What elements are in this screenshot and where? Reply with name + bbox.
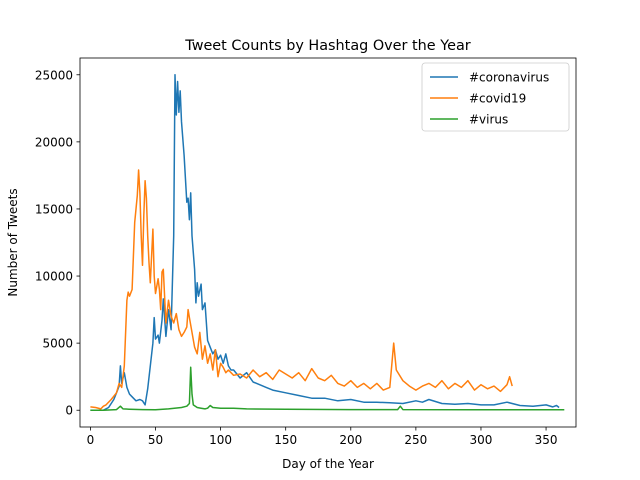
legend: #coronavirus #covid19 #virus <box>421 62 570 132</box>
y-tick-label-1: 5000 <box>42 337 73 351</box>
y-tick-label-4: 20000 <box>35 135 73 149</box>
series-line-1 <box>90 169 513 410</box>
y-tick-label-5: 25000 <box>35 68 73 82</box>
legend-label-1: #covid19 <box>469 92 526 106</box>
chart-title: Tweet Counts by Hashtag Over the Year <box>184 38 470 54</box>
x-axis-ticks: 0 50 100 150 200 250 300 350 <box>87 427 558 447</box>
legend-box <box>421 62 570 132</box>
x-axis-label: Day of the Year <box>282 457 374 471</box>
x-tick-label-6: 300 <box>470 433 493 447</box>
x-tick-label-5: 250 <box>404 433 427 447</box>
x-tick-label-2: 100 <box>209 433 232 447</box>
series-line-0 <box>90 74 560 411</box>
plot-lines <box>90 74 565 411</box>
series-line-2 <box>90 366 565 411</box>
y-tick-label-3: 15000 <box>35 202 73 216</box>
y-axis-label: Number of Tweets <box>6 188 20 296</box>
x-tick-label-4: 200 <box>339 433 362 447</box>
y-tick-label-2: 10000 <box>35 270 73 284</box>
plot-frame <box>79 57 577 428</box>
y-axis-ticks: 0 5000 10000 15000 20000 25000 <box>35 68 80 418</box>
x-tick-label-3: 150 <box>274 433 297 447</box>
x-tick-label-0: 0 <box>87 433 95 447</box>
legend-label-2: #virus <box>469 113 508 127</box>
x-tick-label-7: 350 <box>535 433 558 447</box>
legend-label-0: #coronavirus <box>469 71 549 85</box>
y-tick-label-0: 0 <box>65 404 73 418</box>
x-tick-label-1: 50 <box>148 433 163 447</box>
